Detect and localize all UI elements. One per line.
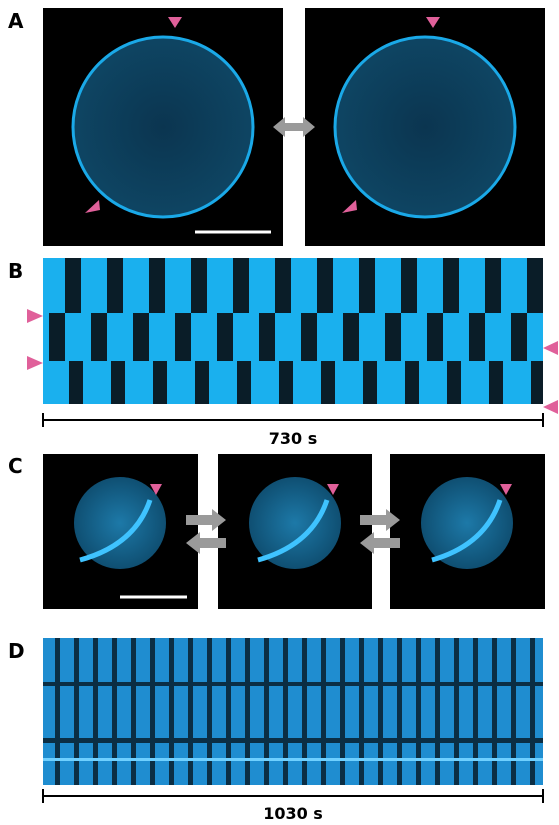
time-label: 730 s xyxy=(269,429,318,448)
arrowhead xyxy=(543,341,558,355)
arrowhead xyxy=(27,309,43,323)
figure: A B 730 s C D 1030 s xyxy=(0,0,559,825)
kymograph xyxy=(43,258,543,404)
panel-label: C xyxy=(8,454,23,478)
arrowhead xyxy=(27,356,43,370)
cell xyxy=(249,477,341,569)
panel-label: D xyxy=(8,639,25,663)
cell xyxy=(73,37,253,217)
panel-label: A xyxy=(8,9,24,33)
arrowhead xyxy=(543,400,558,414)
kymograph xyxy=(43,638,543,785)
panel-label: B xyxy=(8,259,23,283)
time-label: 1030 s xyxy=(263,804,323,823)
cell xyxy=(421,477,513,569)
cell xyxy=(335,37,515,217)
